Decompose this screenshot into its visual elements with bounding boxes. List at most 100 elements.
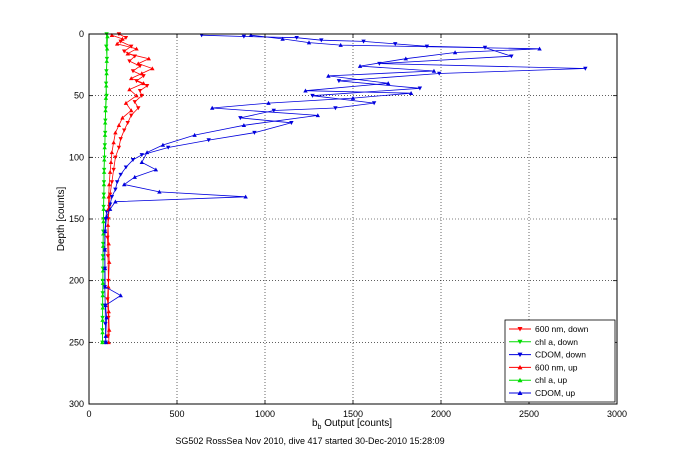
data-point (123, 35, 129, 40)
data-point (123, 100, 129, 105)
data-point (100, 293, 105, 298)
data-point (103, 340, 109, 345)
data-point (113, 187, 118, 192)
data-point (105, 222, 111, 227)
data-point (134, 46, 139, 51)
data-point (210, 105, 215, 110)
data-point (146, 56, 152, 61)
data-point (122, 182, 127, 187)
legend-label: chl a, up (535, 375, 567, 385)
data-point (107, 202, 113, 207)
data-point (106, 309, 111, 314)
data-point (102, 229, 108, 234)
data-point (139, 160, 144, 165)
legend-item: CDOM, up (509, 388, 575, 398)
data-point (104, 46, 110, 51)
series-5 (102, 33, 542, 345)
data-point (101, 169, 107, 174)
data-point (114, 41, 120, 46)
x-axis-label-main: b (312, 418, 318, 429)
data-point (109, 195, 115, 199)
legend-marker (517, 390, 523, 395)
data-point (104, 315, 109, 320)
data-point (101, 194, 106, 199)
legend: 600 nm, down chl a, down CDOM, down 600 nm,… (504, 319, 616, 403)
x-tick-label: 500 (169, 409, 184, 419)
x-tick-label: 0 (86, 409, 91, 419)
data-point (100, 280, 106, 285)
data-point (104, 58, 109, 63)
data-point (144, 84, 150, 88)
legend-item: CDOM, down (509, 350, 586, 360)
y-axis-ticks: 0 50 100 150 200 250 300 (69, 29, 617, 409)
data-point (271, 108, 276, 113)
y-tick-label: 200 (69, 276, 84, 286)
data-point (252, 130, 257, 135)
data-point (129, 76, 134, 81)
data-point (116, 123, 122, 128)
footer-caption: SG502 RossSea Nov 2010, dive 417 started… (175, 436, 444, 446)
data-point (118, 293, 123, 298)
data-point (102, 247, 108, 252)
data-point (100, 330, 105, 335)
y-tick-label: 50 (74, 91, 84, 101)
data-point (113, 130, 118, 135)
data-point (150, 66, 155, 71)
data-point (153, 167, 159, 172)
data-point (109, 180, 115, 185)
data-point (102, 120, 108, 125)
x-axis-label-rest: Output [counts] (321, 418, 392, 429)
legend-label: CDOM, up (535, 388, 575, 398)
x-tick-label: 1000 (255, 409, 275, 419)
data-point (102, 145, 107, 150)
data-point (104, 83, 109, 88)
x-axis-ticks: 0 500 1000 1500 2000 2500 3000 (86, 34, 627, 419)
data-point (107, 169, 113, 174)
legend-item: chl a, down (509, 337, 578, 347)
data-point (113, 199, 118, 204)
data-point (393, 42, 398, 47)
data-point (100, 340, 105, 345)
data-point (266, 100, 271, 105)
data-point (120, 36, 125, 41)
data-point (326, 73, 331, 78)
data-point (303, 88, 308, 93)
data-point (452, 50, 458, 55)
data-point (280, 36, 285, 41)
series-line (107, 34, 154, 343)
data-point (101, 182, 107, 187)
data-point (104, 71, 109, 76)
data-point (306, 40, 312, 45)
data-point (357, 63, 363, 68)
legend-marker (517, 352, 523, 358)
data-point (125, 51, 130, 56)
y-tick-label: 100 (69, 152, 84, 162)
data-point (109, 150, 115, 155)
data-point (403, 56, 408, 61)
x-axis-label: bb Output [counts] (312, 418, 392, 431)
legend-item: 600 nm, down (509, 324, 589, 334)
data-point (350, 95, 356, 100)
data-point (111, 140, 116, 145)
data-point (537, 46, 542, 51)
data-point (100, 305, 105, 310)
data-point (206, 138, 211, 143)
data-point (101, 231, 106, 236)
data-point (333, 106, 338, 111)
data-point (248, 33, 254, 37)
data-point (130, 69, 136, 74)
legend-marker (517, 364, 523, 370)
data-point (144, 150, 150, 155)
data-point (310, 93, 315, 98)
data-point (139, 71, 144, 76)
data-point (107, 259, 112, 264)
data-point (108, 160, 114, 165)
legend-item: chl a, up (509, 375, 567, 385)
data-point (371, 101, 377, 106)
data-point (139, 93, 144, 98)
data-point (338, 42, 343, 47)
data-point (122, 49, 127, 54)
data-point (127, 87, 132, 92)
data-point (101, 219, 106, 224)
x-tick-label: 1500 (343, 409, 363, 419)
